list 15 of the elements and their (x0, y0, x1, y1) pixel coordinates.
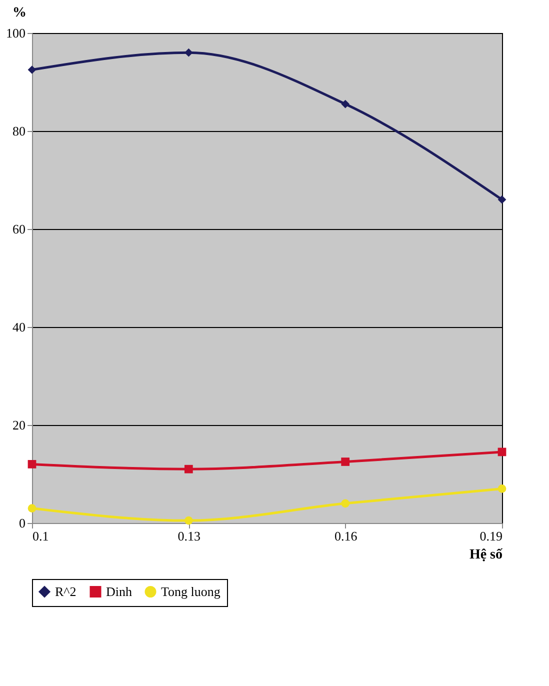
legend-label: R^2 (55, 584, 76, 599)
y-tick-label: 40 (12, 320, 26, 334)
legend-label: Dinh (106, 584, 132, 599)
x-tick-label: 0.1 (32, 528, 49, 544)
legend-label: Tong luong (161, 584, 221, 599)
y-tick-label: 60 (12, 222, 26, 236)
y-tick-label: 0 (19, 516, 26, 530)
y-axis-title: % (12, 6, 26, 20)
y-tick-label: 100 (6, 26, 26, 40)
y-tick-label: 80 (12, 124, 26, 138)
x-axis-title: Hệ số (469, 548, 504, 562)
x-tick-label: 0.16 (334, 528, 358, 544)
y-tick-label: 20 (12, 418, 26, 432)
x-tick-label: 0.19 (480, 528, 502, 544)
x-tick-label: 0.13 (178, 528, 201, 544)
